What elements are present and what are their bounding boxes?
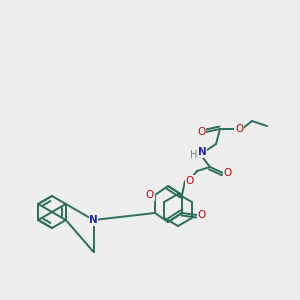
- Text: O: O: [224, 168, 232, 178]
- Text: O: O: [235, 124, 243, 134]
- Text: O: O: [146, 190, 154, 200]
- Text: O: O: [198, 210, 206, 220]
- Text: O: O: [186, 176, 194, 186]
- Text: N: N: [198, 147, 206, 157]
- Text: H: H: [190, 150, 198, 160]
- Text: N: N: [89, 215, 98, 225]
- Text: O: O: [197, 127, 205, 137]
